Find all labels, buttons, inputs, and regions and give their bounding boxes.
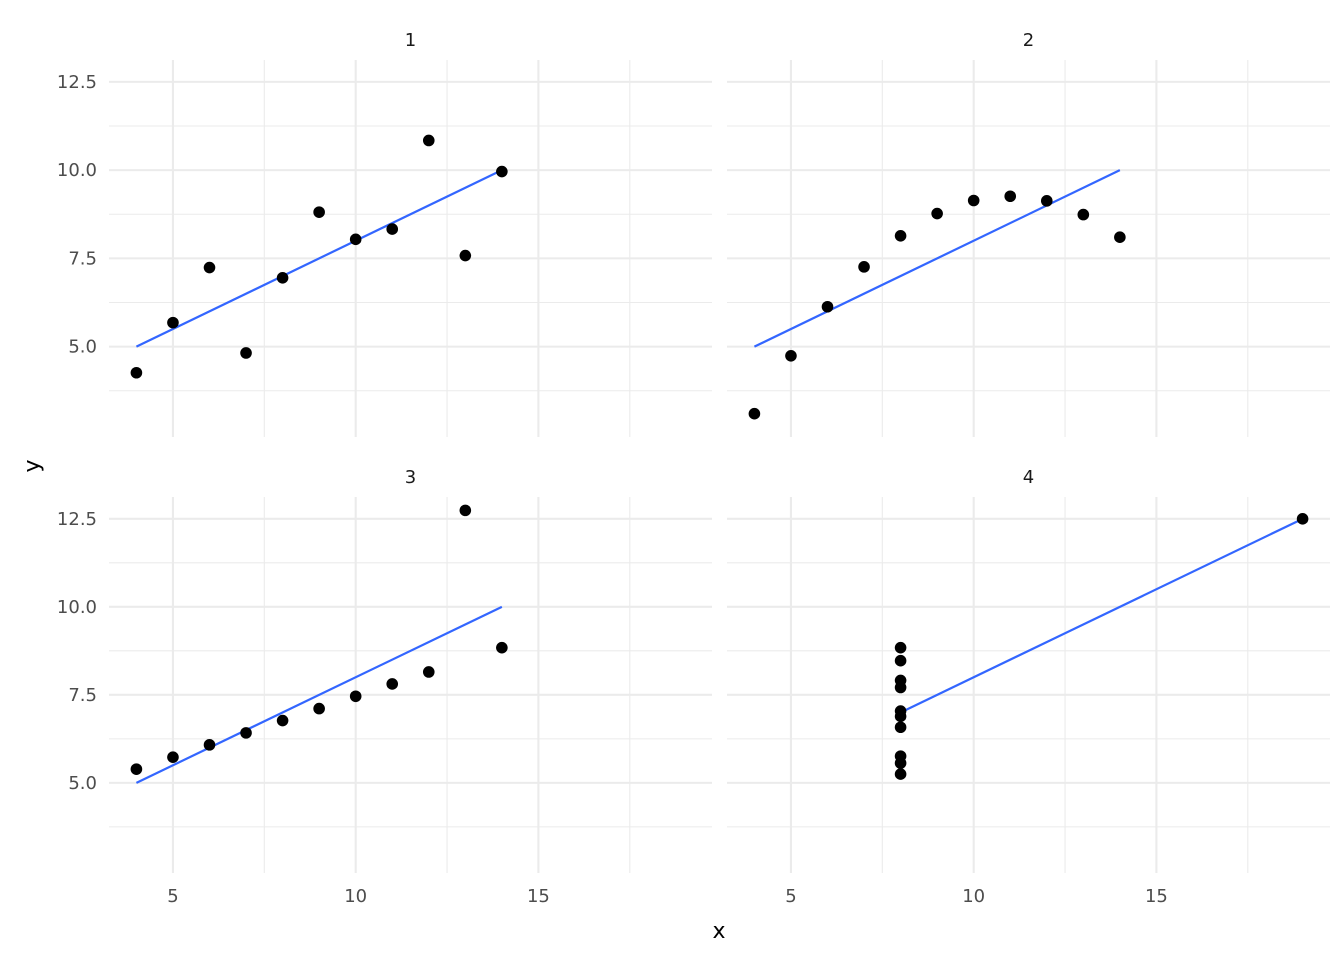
data-point — [894, 641, 907, 654]
data-point — [167, 316, 179, 329]
data-point — [240, 347, 252, 359]
data-point — [894, 710, 907, 723]
data-point — [496, 165, 508, 178]
major-grid — [109, 497, 712, 873]
data-point — [276, 714, 289, 727]
data-point — [894, 674, 907, 687]
data-point — [386, 678, 399, 690]
data-point — [894, 654, 907, 667]
panels-layer: 1 5.0 7.5 10.0 12.5 2 3 5.0 7.5 10.0 12.5 5 10 15 4 5 10… — [57, 30, 1330, 907]
major-grid — [727, 60, 1330, 437]
x-tick-label: 15 — [1145, 886, 1168, 907]
data-point — [1077, 208, 1090, 221]
data-point — [1114, 231, 1126, 244]
data-point — [1004, 190, 1017, 203]
y-tick-label: 10.0 — [57, 160, 97, 181]
y-tick-label: 12.5 — [57, 72, 97, 93]
data-point — [967, 194, 980, 207]
y-tick-label: 12.5 — [57, 509, 97, 530]
data-point — [894, 768, 907, 780]
data-point — [313, 206, 325, 218]
data-point — [313, 702, 325, 715]
major-grid — [727, 497, 1330, 873]
y-tick-label: 7.5 — [68, 685, 97, 706]
panel-2: 2 — [727, 30, 1330, 437]
x-tick-label: 10 — [344, 886, 367, 907]
points — [748, 190, 1126, 420]
data-point — [459, 249, 472, 262]
facet-strip-label: 1 — [405, 30, 416, 51]
points — [894, 513, 1309, 780]
x-tick-label: 10 — [962, 886, 985, 907]
panel-4: 4 5 10 15 — [727, 467, 1330, 907]
y-tick-label: 5.0 — [68, 773, 97, 794]
x-axis-title: x — [712, 919, 725, 944]
regression-line — [135, 169, 503, 348]
y-tick-label: 5.0 — [68, 337, 97, 358]
facet-strip-label: 3 — [405, 467, 416, 488]
data-point — [496, 641, 508, 654]
data-point — [894, 757, 907, 769]
data-point — [931, 207, 943, 220]
x-tick-label: 5 — [167, 886, 178, 907]
minor-grid — [727, 497, 1330, 873]
data-point — [821, 300, 834, 313]
major-grid — [109, 60, 712, 437]
panel-3: 3 5.0 7.5 10.0 12.5 5 10 15 — [57, 467, 712, 907]
data-point — [386, 223, 399, 235]
data-point — [748, 407, 761, 420]
data-point — [130, 763, 143, 775]
panel-1: 1 5.0 7.5 10.0 12.5 — [57, 30, 712, 437]
y-tick-label: 7.5 — [68, 248, 97, 269]
minor-grid — [727, 60, 1330, 437]
x-tick-label: 15 — [527, 886, 550, 907]
data-point — [130, 366, 143, 379]
y-axis-title: y — [20, 459, 45, 472]
x-tick-label: 5 — [785, 886, 796, 907]
data-point — [1296, 513, 1309, 525]
points — [130, 504, 508, 775]
y-tick-label: 10.0 — [57, 597, 97, 618]
data-point — [459, 504, 472, 517]
data-point — [422, 134, 435, 147]
facet-strip-label: 2 — [1023, 30, 1034, 51]
points — [130, 134, 508, 379]
data-point — [276, 271, 289, 284]
data-point — [785, 350, 797, 362]
data-point — [203, 261, 216, 274]
data-point — [858, 261, 870, 273]
data-point — [894, 721, 907, 734]
minor-grid — [109, 60, 712, 437]
data-point — [422, 666, 435, 678]
regression-line — [753, 169, 1121, 348]
regression-line — [900, 517, 1304, 714]
data-point — [349, 233, 362, 246]
regression-line — [135, 605, 503, 784]
data-point — [240, 727, 252, 739]
data-point — [894, 229, 907, 242]
data-point — [167, 751, 179, 763]
minor-grid — [109, 497, 712, 873]
data-point — [349, 690, 362, 703]
data-point — [203, 739, 216, 751]
facet-strip-label: 4 — [1023, 467, 1034, 488]
data-point — [1040, 195, 1053, 207]
